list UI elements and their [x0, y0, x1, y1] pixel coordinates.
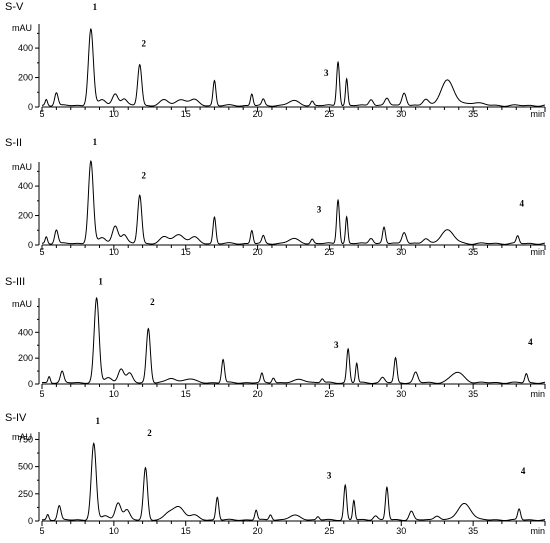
y-tick-label: 400 — [18, 181, 33, 191]
x-tick-label: 10 — [109, 526, 119, 536]
y-tick-label: 200 — [18, 211, 33, 221]
x-tick-label: 20 — [253, 109, 263, 119]
panel-title: S-V — [5, 1, 24, 13]
y-tick-label: 750 — [18, 434, 33, 444]
x-tick-label: 20 — [253, 389, 263, 399]
x-tick-label: 5 — [39, 247, 44, 257]
x-unit-label: min — [530, 389, 545, 399]
peak-label: 3 — [317, 205, 322, 215]
peak-label: 3 — [324, 68, 329, 78]
x-tick-label: 30 — [396, 247, 406, 257]
peak-label: 1 — [98, 276, 103, 286]
y-tick-label: 250 — [18, 489, 33, 499]
y-tick-label: 0 — [28, 516, 33, 526]
x-tick-label: 5 — [39, 109, 44, 119]
y-unit-label: mAU — [12, 23, 32, 33]
peak-label: 2 — [147, 428, 152, 438]
x-tick-label: 25 — [324, 247, 334, 257]
y-tick-label: 0 — [28, 379, 33, 389]
x-tick-label: 5 — [39, 389, 44, 399]
peak-label: 2 — [141, 39, 146, 49]
peak-label: 4 — [528, 337, 533, 347]
y-unit-label: mAU — [12, 432, 32, 442]
peak-label: 4 — [519, 199, 524, 209]
y-tick-label: 400 — [18, 43, 33, 53]
y-tick-label: 200 — [18, 73, 33, 83]
chromatogram-panel: S-II mAU 0 200 400 5 10 15 20 25 30 35 min 1 2 3 4 — [5, 137, 546, 257]
peak-label: 1 — [93, 137, 98, 147]
x-tick-label: 10 — [109, 389, 119, 399]
chromatogram-trace — [41, 160, 546, 245]
x-tick-label: 15 — [181, 109, 191, 119]
x-tick-label: 10 — [109, 247, 119, 257]
x-unit-label: min — [530, 109, 545, 119]
panel-title: S-III — [5, 276, 25, 288]
x-tick-label: 35 — [468, 109, 478, 119]
x-tick-label: 15 — [181, 526, 191, 536]
peak-label: 2 — [150, 297, 155, 307]
x-unit-label: min — [530, 526, 545, 536]
chromatogram-trace — [41, 27, 546, 107]
x-tick-label: 30 — [396, 389, 406, 399]
chromatogram-panel: S-III mAU 0 200 400 5 10 15 20 25 30 35 min 1 2 3 4 — [5, 276, 546, 399]
peak-label: 3 — [334, 340, 339, 350]
x-tick-label: 5 — [39, 526, 44, 536]
x-tick-label: 20 — [253, 526, 263, 536]
y-unit-label: mAU — [12, 299, 32, 309]
x-tick-label: 15 — [181, 389, 191, 399]
y-tick-label: 400 — [18, 327, 33, 337]
chromatogram-trace — [41, 442, 546, 522]
x-tick-label: 25 — [324, 526, 334, 536]
y-tick-label: 500 — [18, 462, 33, 472]
panel-title: S-II — [5, 137, 22, 149]
x-tick-label: 20 — [253, 247, 263, 257]
x-tick-label: 25 — [324, 109, 334, 119]
chromatogram-panel: S-IV mAU 0 250 500 750 5 10 15 20 25 30 35 min 1 2 3 4 — [5, 412, 546, 536]
x-tick-label: 30 — [396, 526, 406, 536]
chromatogram-panel: S-V mAU 0 200 400 5 10 15 20 25 30 35 min 1 2 3 — [5, 1, 546, 119]
x-tick-label: 30 — [396, 109, 406, 119]
y-tick-label: 0 — [28, 102, 33, 112]
x-unit-label: min — [530, 247, 545, 257]
y-tick-label: 200 — [18, 353, 33, 363]
x-tick-label: 25 — [324, 389, 334, 399]
peak-label: 2 — [141, 171, 146, 181]
x-tick-label: 35 — [468, 526, 478, 536]
y-tick-label: 0 — [28, 240, 33, 250]
x-tick-label: 15 — [181, 247, 191, 257]
peak-label: 1 — [95, 416, 100, 426]
peak-label: 3 — [327, 471, 332, 481]
peak-label: 4 — [521, 466, 526, 476]
peak-label: 1 — [93, 2, 98, 12]
x-tick-label: 35 — [468, 389, 478, 399]
x-tick-label: 35 — [468, 247, 478, 257]
panel-title: S-IV — [5, 412, 27, 424]
y-unit-label: mAU — [12, 162, 32, 172]
chromatogram-trace — [41, 296, 546, 384]
x-tick-label: 10 — [109, 109, 119, 119]
